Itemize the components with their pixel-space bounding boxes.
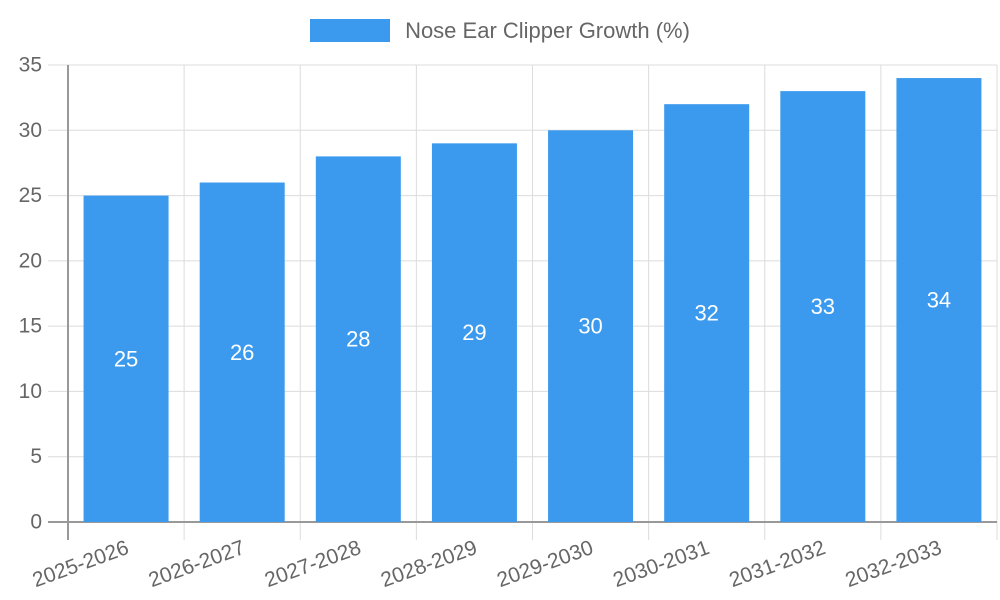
bar[interactable] [548,130,634,523]
y-axis-tick-label: 0 [30,511,42,534]
bar[interactable] [780,91,866,522]
chart-legend[interactable]: Nose Ear Clipper Growth (%) [0,19,1000,42]
bar-value-label: 34 [927,288,951,313]
bar[interactable] [83,195,169,523]
legend-label: Nose Ear Clipper Growth (%) [405,18,690,43]
x-axis-tick-label: 2030-2031 [610,536,712,592]
y-axis-tick-label: 30 [19,119,42,142]
y-axis-tick-label: 20 [19,249,42,272]
x-axis-tick-label: 2027-2028 [262,536,364,592]
x-axis-tick-label: 2026-2027 [146,536,248,592]
bar-value-label: 33 [811,294,835,319]
bar[interactable] [431,143,517,523]
x-axis-tick-label: 2031-2032 [726,536,828,592]
bar-value-label: 26 [230,340,254,365]
bar-value-label: 29 [462,320,486,345]
x-axis-tick-label: 2025-2026 [30,536,132,592]
bar-value-label: 28 [346,327,370,352]
bar-value-label: 25 [114,346,138,371]
y-axis-tick-label: 15 [19,315,42,338]
y-axis-tick-label: 25 [19,184,42,207]
y-axis-tick-label: 35 [19,54,42,77]
bar-value-label: 32 [694,301,718,326]
bar[interactable] [664,104,750,523]
bar[interactable] [315,156,401,522]
bar[interactable] [199,182,285,522]
x-axis-tick-label: 2029-2030 [494,536,596,592]
x-axis-tick-label: 2032-2033 [842,536,944,592]
y-axis-tick-label: 10 [19,380,42,403]
bar[interactable] [896,78,982,523]
bar-value-label: 30 [578,314,602,339]
y-axis-tick-label: 5 [30,445,42,468]
x-axis-tick-label: 2028-2029 [378,536,480,592]
legend-swatch [310,19,391,42]
